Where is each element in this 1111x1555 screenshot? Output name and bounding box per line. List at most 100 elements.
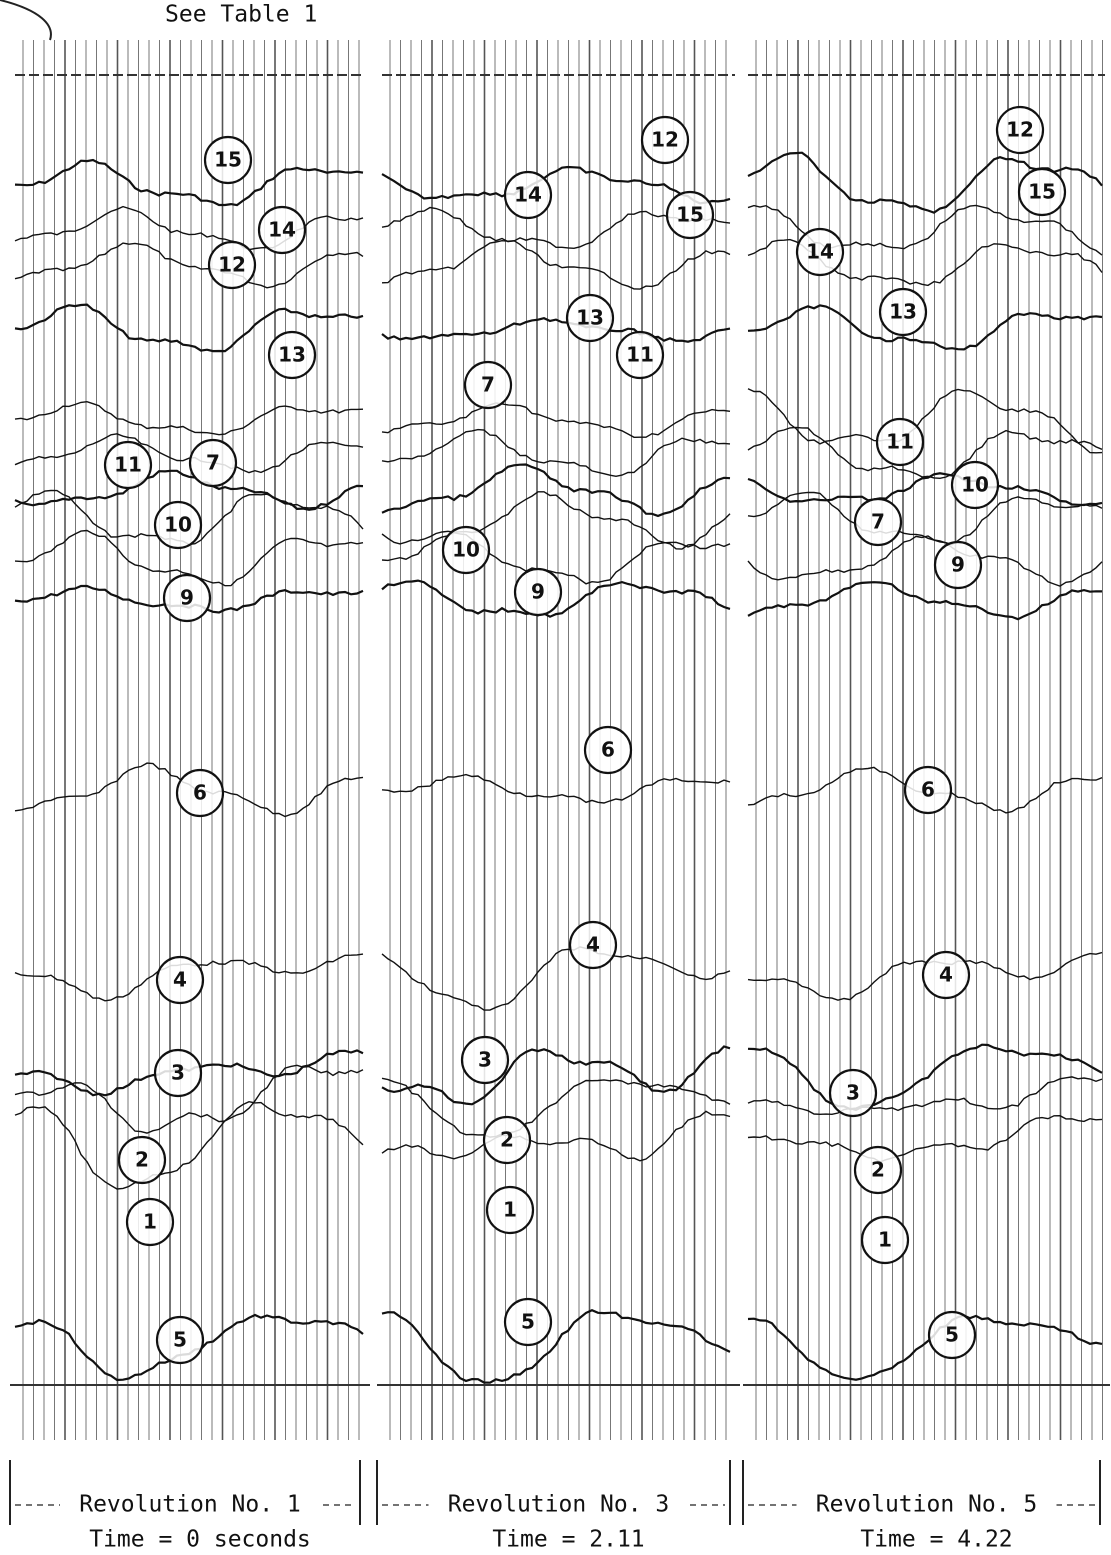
trace [747, 951, 1103, 1001]
trace-number: 9 [531, 580, 545, 604]
marker-circle [125, 1197, 175, 1247]
trace-number: 3 [171, 1061, 185, 1085]
trace [747, 1114, 1103, 1163]
marker-circle [153, 500, 203, 550]
trace-number: 4 [939, 963, 953, 987]
trace-number: 7 [481, 373, 495, 397]
trace [14, 205, 364, 251]
trace [14, 303, 364, 353]
revolution-label: Revolution No. 5 [816, 1492, 1038, 1518]
marker-circle [485, 1185, 535, 1235]
trace [381, 317, 731, 343]
marker-circle [482, 1115, 532, 1165]
trace [747, 581, 1103, 621]
trace [14, 433, 364, 474]
trace-number: 14 [268, 218, 296, 242]
figure-circle-edge [0, 0, 52, 41]
marker-circle [503, 1297, 553, 1347]
marker-circle [153, 1048, 203, 1098]
trace-number: 6 [921, 778, 935, 802]
trace-number: 1 [503, 1198, 517, 1222]
marker-circle [828, 1068, 878, 1118]
trace [14, 242, 364, 289]
marker-circle [565, 293, 615, 343]
marker-circle [950, 460, 1000, 510]
trace-number: 5 [173, 1328, 187, 1352]
trace [381, 239, 731, 290]
marker-circle [875, 417, 925, 467]
marker-circle [853, 1145, 903, 1195]
trace-number: 2 [135, 1148, 149, 1172]
trace [381, 579, 731, 618]
trace-number: 15 [1028, 180, 1056, 204]
trace [14, 1064, 364, 1134]
marker-circle [257, 205, 307, 255]
trace [747, 1076, 1103, 1116]
trace [747, 1314, 1103, 1381]
marker-circle [503, 170, 553, 220]
marker-circle [583, 725, 633, 775]
trace-number: 1 [143, 1210, 157, 1234]
trace [381, 1308, 731, 1384]
marker-circle [162, 573, 212, 623]
time-label: Time = 2.11 [492, 1527, 644, 1553]
trace [381, 531, 731, 585]
trace-number: 13 [278, 343, 306, 367]
marker-circle [203, 135, 253, 185]
trace [381, 1110, 731, 1162]
trace-number: 5 [945, 1323, 959, 1347]
marker-circle [995, 105, 1045, 155]
marker-circle [460, 1035, 510, 1085]
trace-number: 14 [514, 183, 542, 207]
trace-number: 9 [180, 586, 194, 610]
marker-circle [441, 525, 491, 575]
marker-circle [795, 227, 845, 277]
trace [381, 1077, 731, 1138]
trace [381, 402, 731, 439]
trace-number: 9 [951, 553, 965, 577]
trace-number: 15 [676, 203, 704, 227]
marker-circle [155, 955, 205, 1005]
trace-number: 10 [164, 513, 192, 537]
trace [381, 491, 731, 550]
trace [14, 1100, 364, 1190]
label-backing [796, 1490, 1057, 1520]
trace [747, 304, 1103, 351]
label-backing [60, 1490, 320, 1520]
trace-number: 5 [521, 1310, 535, 1334]
revolution-label: Revolution No. 1 [79, 1492, 301, 1518]
trace-number: 7 [871, 510, 885, 534]
marker-circle [853, 497, 903, 547]
trace [747, 388, 1103, 454]
trace [747, 472, 1103, 507]
marker-circle [267, 330, 317, 380]
trace [381, 773, 731, 804]
marker-circle [933, 540, 983, 590]
marker-circle [155, 1315, 205, 1365]
label-backing [428, 1490, 689, 1520]
marker-circle [665, 190, 715, 240]
marker-circle [927, 1310, 977, 1360]
trace-number: 3 [478, 1048, 492, 1072]
trace-number: 6 [193, 781, 207, 805]
trace [381, 165, 731, 205]
trace-number: 3 [846, 1081, 860, 1105]
trace [14, 400, 364, 436]
trace-number: 7 [206, 451, 220, 475]
time-label: Time = 0 seconds [89, 1527, 311, 1553]
trace-number: 14 [806, 240, 834, 264]
trace-number: 10 [961, 473, 989, 497]
marker-circle [463, 360, 513, 410]
trace [381, 428, 731, 478]
header-note: See Table 1 [165, 2, 317, 28]
trace-number: 4 [173, 968, 187, 992]
marker-circle [640, 115, 690, 165]
trace-number: 13 [576, 306, 604, 330]
trace [381, 1045, 731, 1106]
marker-circle [921, 950, 971, 1000]
time-label: Time = 4.22 [860, 1527, 1012, 1553]
marker-circle [1017, 167, 1067, 217]
trace-number: 2 [871, 1158, 885, 1182]
